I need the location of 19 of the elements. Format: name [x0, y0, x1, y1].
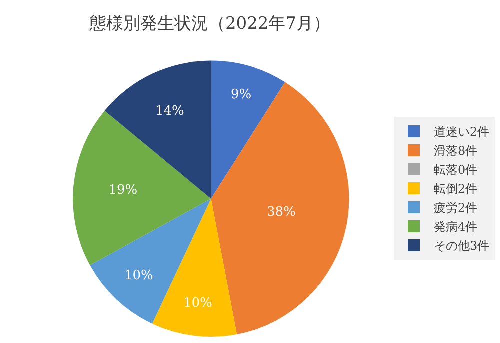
legend-label: その他3件	[434, 239, 490, 254]
legend-label: 転落0件	[434, 163, 478, 178]
chart-title: 態様別発生状況（2022年7月）	[88, 14, 331, 34]
legend-label: 疲労2件	[434, 201, 478, 216]
pie-slice	[152, 198, 238, 337]
legend-label: 道迷い2件	[434, 125, 490, 140]
data-label: 10%	[124, 268, 154, 284]
data-label: 38%	[267, 204, 296, 220]
data-label: 14%	[155, 104, 184, 119]
data-label: 9%	[230, 88, 252, 103]
legend-label: 転倒2件	[434, 182, 478, 196]
legend-label: 発病4件	[434, 220, 478, 234]
pie-slice	[211, 82, 350, 335]
pie-slice	[211, 60, 286, 199]
data-label: 19%	[108, 183, 138, 198]
pie-slice	[90, 198, 212, 324]
legend-label: 滑落8件	[434, 144, 478, 158]
data-label: 10%	[184, 296, 212, 312]
pie-slice	[104, 60, 212, 199]
